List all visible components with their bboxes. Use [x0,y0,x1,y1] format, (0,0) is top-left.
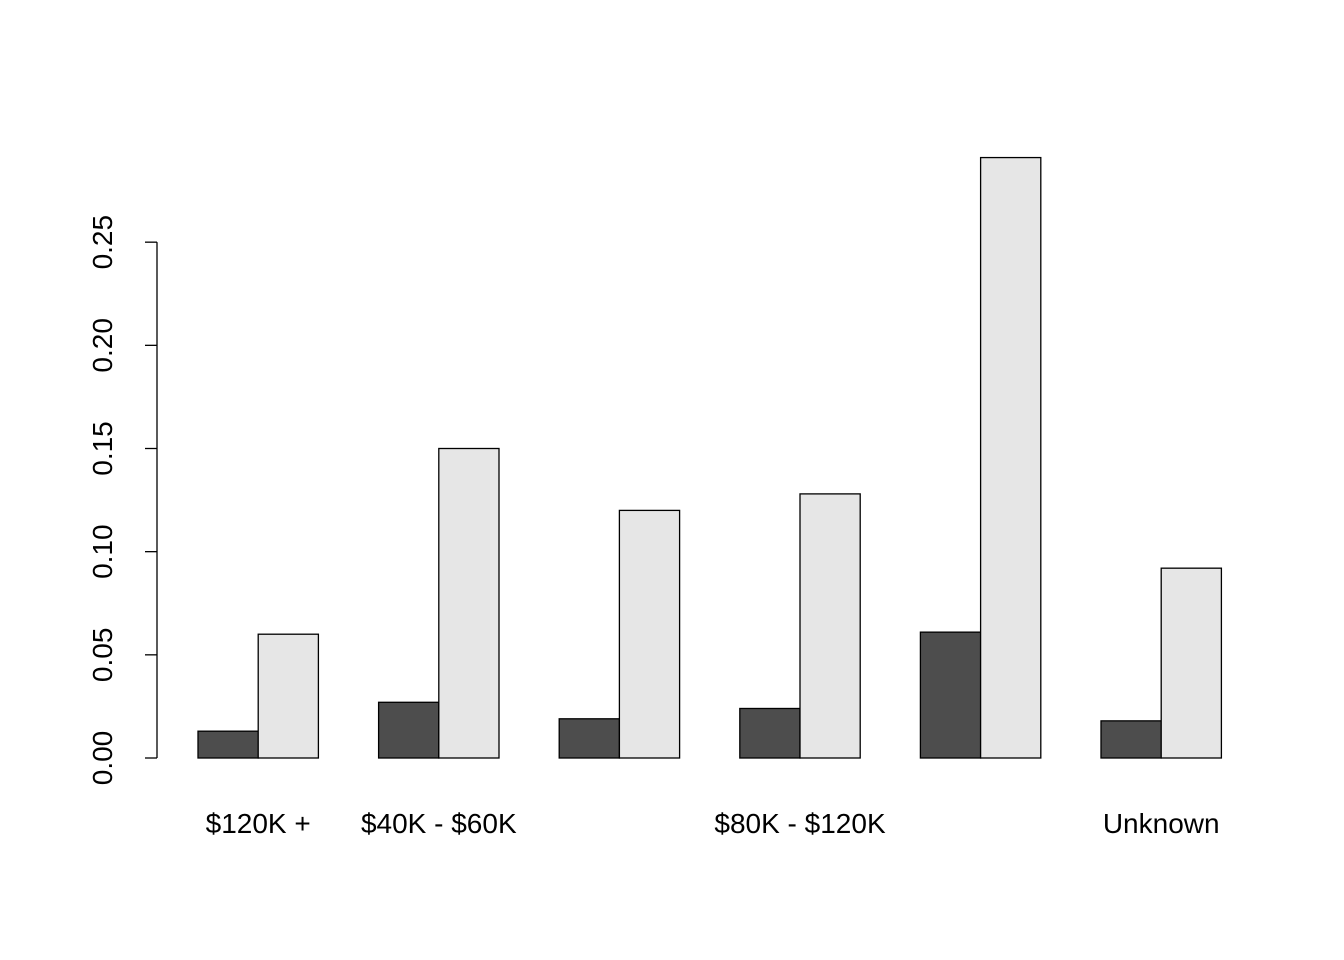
y-tick-label: 0.00 [87,731,118,786]
bar [979,156,1042,759]
bar [919,631,982,759]
bar [739,707,801,759]
y-tick-label: 0.25 [87,215,118,270]
bar [618,509,681,759]
y-tick-label: 0.20 [87,318,118,373]
bar [1160,567,1223,759]
bar [1100,720,1162,759]
bar [438,447,500,759]
y-tick-label: 0.15 [87,421,118,476]
bar [377,701,440,759]
bar [197,730,259,759]
bar [257,633,320,759]
x-tick-label: $40K - $60K [361,808,517,839]
x-tick-label: Unknown [1103,808,1220,839]
x-tick-label: $120K + [206,808,311,839]
x-tick-label: $80K - $120K [714,808,886,839]
y-tick-label: 0.05 [87,628,118,683]
bar [799,493,861,759]
y-tick-label: 0.10 [87,524,118,579]
bar [558,718,621,759]
